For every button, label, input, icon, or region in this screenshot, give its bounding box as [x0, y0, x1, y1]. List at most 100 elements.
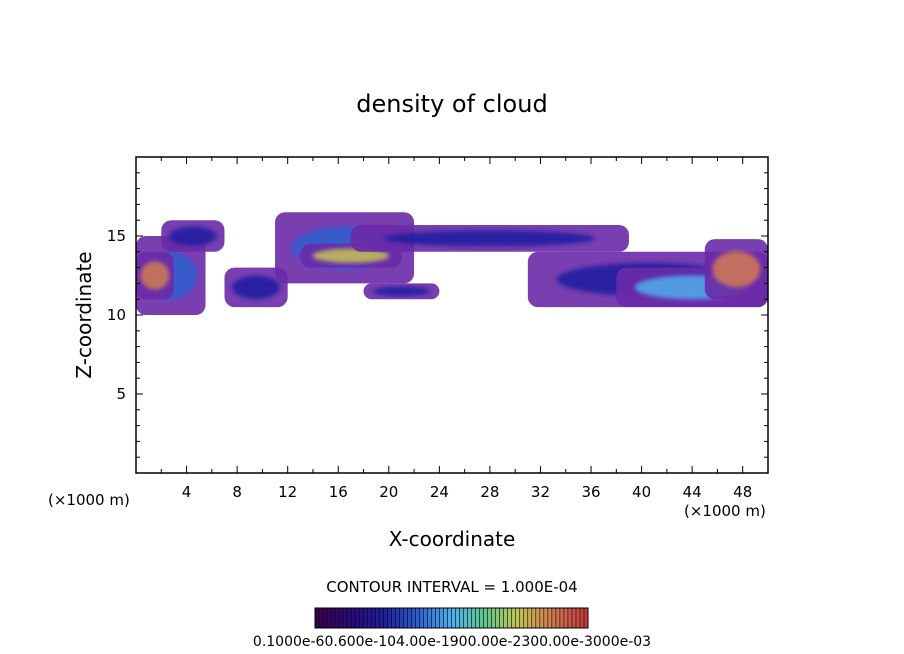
- colorbar-swatch: [403, 608, 408, 628]
- colorbar-swatch: [567, 608, 572, 628]
- x-tick-label: 28: [480, 483, 499, 501]
- cloud-core: [312, 248, 390, 263]
- x-tick-label: 4: [182, 483, 192, 501]
- colorbar-swatch: [543, 608, 548, 628]
- colorbar-swatch: [435, 608, 440, 628]
- colorbar: [314, 607, 589, 629]
- colorbar-swatch: [551, 608, 556, 628]
- colorbar-swatch: [491, 608, 496, 628]
- colorbar-swatch: [571, 608, 576, 628]
- colorbar-swatch: [487, 608, 492, 628]
- colorbar-labels: 0.1000e-60.600e-104.00e-1900.00e-2300.00…: [253, 634, 651, 650]
- colorbar-swatch: [515, 608, 520, 628]
- contour-interval-text: CONTOUR INTERVAL = 1.000E-04: [326, 578, 577, 596]
- colorbar-frame: [314, 607, 589, 629]
- colorbar-swatch: [531, 608, 536, 628]
- y-tick-label: 15: [107, 227, 126, 245]
- x-tick-label: 48: [733, 483, 752, 501]
- colorbar-swatch: [451, 608, 456, 628]
- colorbar-swatch: [535, 608, 540, 628]
- colorbar-swatch: [447, 608, 452, 628]
- colorbar-swatch: [419, 608, 424, 628]
- cloud-core: [232, 275, 281, 300]
- colorbar-swatch: [415, 608, 420, 628]
- colorbar-swatch: [427, 608, 432, 628]
- colorbar-swatch: [575, 608, 580, 628]
- x-tick-label: 40: [632, 483, 651, 501]
- colorbar-swatch: [539, 608, 544, 628]
- colorbar-swatch: [483, 608, 488, 628]
- colorbar-swatch: [387, 608, 392, 628]
- colorbar-swatch: [391, 608, 396, 628]
- x-tick-label: 12: [278, 483, 297, 501]
- colorbar-swatch: [499, 608, 504, 628]
- x-tick-label: 24: [430, 483, 449, 501]
- colorbar-swatch: [347, 608, 352, 628]
- colorbar-swatch: [475, 608, 480, 628]
- colorbar-swatch: [351, 608, 356, 628]
- colorbar-swatch: [359, 608, 364, 628]
- colorbar-swatch: [399, 608, 404, 628]
- colorbar-swatch: [443, 608, 448, 628]
- chart-title: density of cloud: [356, 90, 547, 118]
- x-tick-label: 8: [232, 483, 242, 501]
- colorbar-swatch: [343, 608, 348, 628]
- colorbar-swatch: [423, 608, 428, 628]
- x-tick-label: 20: [379, 483, 398, 501]
- colorbar-swatch: [363, 608, 368, 628]
- plot-frame: [135, 156, 769, 474]
- colorbar-swatch: [383, 608, 388, 628]
- colorbar-swatch: [503, 608, 508, 628]
- colorbar-swatch: [479, 608, 484, 628]
- colorbar-swatch: [555, 608, 560, 628]
- colorbar-swatch: [467, 608, 472, 628]
- colorbar-swatch: [511, 608, 516, 628]
- colorbar-swatch: [455, 608, 460, 628]
- colorbar-swatch: [411, 608, 416, 628]
- colorbar-swatch: [395, 608, 400, 628]
- x-tick-label: 16: [329, 483, 348, 501]
- colorbar-swatch: [471, 608, 476, 628]
- colorbar-swatch: [335, 608, 340, 628]
- colorbar-swatch: [367, 608, 372, 628]
- colorbar-swatch: [523, 608, 528, 628]
- x-axis-label: X-coordinate: [389, 527, 516, 551]
- y-axis-label: Z-coordinate: [72, 251, 96, 378]
- x-tick-label: 36: [581, 483, 600, 501]
- colorbar-swatch: [463, 608, 468, 628]
- cloud-core: [712, 251, 761, 288]
- colorbar-swatch: [519, 608, 524, 628]
- colorbar-swatch: [579, 608, 584, 628]
- colorbar-swatch: [371, 608, 376, 628]
- colorbar-swatch: [583, 608, 588, 628]
- colorbar-swatch: [407, 608, 412, 628]
- colorbar-swatch: [331, 608, 336, 628]
- colorbar-swatch: [431, 608, 436, 628]
- x-tick-label: 44: [683, 483, 702, 501]
- cloud-core: [384, 230, 596, 247]
- colorbar-swatch: [319, 608, 324, 628]
- colorbar-swatch: [563, 608, 568, 628]
- y-tick-label: 10: [107, 306, 126, 324]
- colorbar-swatch: [507, 608, 512, 628]
- colorbar-swatch: [527, 608, 532, 628]
- colorbar-swatch: [495, 608, 500, 628]
- colorbar-swatch: [459, 608, 464, 628]
- x-unit-left: (×1000 m): [48, 491, 130, 509]
- colorbar-swatch: [379, 608, 384, 628]
- x-unit-right: (×1000 m): [684, 502, 766, 520]
- colorbar-swatch: [559, 608, 564, 628]
- cloud-core: [372, 286, 431, 297]
- cloud-core: [168, 226, 217, 246]
- colorbar-swatch: [439, 608, 444, 628]
- y-tick-label: 5: [116, 385, 126, 403]
- colorbar-swatch: [375, 608, 380, 628]
- colorbar-swatch: [323, 608, 328, 628]
- colorbar-swatch: [355, 608, 360, 628]
- cloud-field: [136, 212, 768, 315]
- colorbar-swatch: [327, 608, 332, 628]
- colorbar-swatch: [547, 608, 552, 628]
- colorbar-swatch: [339, 608, 344, 628]
